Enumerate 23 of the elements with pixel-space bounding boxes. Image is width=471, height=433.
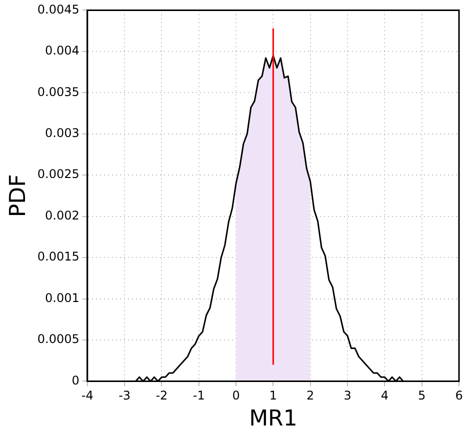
y-axis-title: PDF — [6, 174, 31, 218]
x-tick-label: 0 — [232, 388, 240, 403]
x-tick-label: 4 — [380, 388, 388, 403]
y-tick-label: 0.0045 — [37, 2, 80, 16]
x-tick-label: 5 — [418, 388, 426, 403]
y-tick-label: 0.004 — [45, 44, 80, 58]
x-tick-label: 2 — [306, 388, 314, 403]
y-tick-label: 0.002 — [45, 208, 80, 222]
y-tick-label: 0.0035 — [37, 84, 80, 99]
x-tick-label: 1 — [269, 388, 278, 403]
x-tick-label: -3 — [118, 388, 131, 403]
y-tick-label: 0.0005 — [37, 332, 80, 346]
y-tick-label: 0.0015 — [37, 250, 80, 264]
y-tick-label: 0.0025 — [37, 167, 80, 182]
y-tick-label: 0 — [72, 373, 80, 388]
x-tick-label: -4 — [81, 388, 94, 403]
y-tick-label: 0.003 — [45, 126, 80, 140]
x-tick-label: -1 — [192, 388, 205, 403]
y-tick-label: 0.001 — [45, 290, 80, 305]
x-tick-label: 6 — [455, 388, 463, 403]
x-axis-title: MR1 — [249, 406, 298, 432]
x-tick-label: -2 — [156, 388, 168, 403]
x-tick-label: 3 — [344, 388, 352, 403]
